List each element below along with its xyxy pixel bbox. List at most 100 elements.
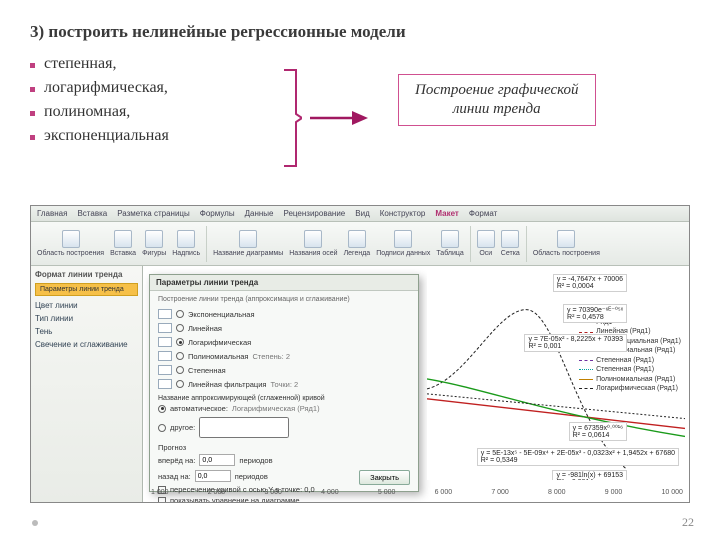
toolbar-button[interactable]: Таблица — [436, 230, 463, 257]
radio-label: Линейная фильтрация — [188, 380, 266, 389]
toolbar-button[interactable]: Надпись — [172, 230, 200, 257]
forward-input[interactable] — [199, 454, 235, 466]
trend-mini-icon — [158, 337, 172, 347]
close-button[interactable]: Закрыть — [359, 470, 410, 485]
xtick-label: 1 000 — [151, 489, 169, 496]
sidepanel-item[interactable]: Цвет линии — [35, 299, 138, 312]
ribbon-tab[interactable]: Конструктор — [380, 209, 426, 218]
approx-name-label: Название аппроксимирующей (сглаженной) к… — [158, 395, 410, 402]
sidepanel-item[interactable]: Тень — [35, 325, 138, 338]
ribbon-tab[interactable]: Формулы — [200, 209, 235, 218]
bullet-item: экспоненциальная — [30, 124, 260, 148]
sidepanel-title: Формат линии тренда — [35, 270, 138, 279]
legend-swatch — [579, 369, 593, 370]
radio-auto[interactable] — [158, 405, 166, 413]
format-trendline-panel: Формат линии тренда Параметры линии трен… — [31, 266, 143, 502]
toolbar-button[interactable]: Легенда — [344, 230, 371, 257]
trend-type-radio[interactable]: Экспоненциальная — [158, 307, 410, 321]
toolbar-button[interactable]: Оси — [477, 230, 495, 257]
legend-swatch — [579, 360, 593, 361]
toolbar-button[interactable]: Область построения — [37, 230, 104, 257]
forecast-label: Прогноз — [158, 443, 410, 452]
ribbon-tab[interactable]: Главная — [37, 209, 67, 218]
toolbar-button[interactable]: Подписи данных — [376, 230, 430, 257]
radio-extra: Точки: 2 — [270, 380, 298, 389]
back-input[interactable] — [195, 470, 231, 482]
radio-icon[interactable] — [176, 338, 184, 346]
other-input[interactable] — [199, 417, 289, 438]
dialog-subtitle: Построение линии тренда (аппроксимация и… — [158, 296, 410, 303]
xtick-label: 10 000 — [661, 489, 682, 496]
trend-type-radio[interactable]: Полиномиальная Степень: 2 — [158, 349, 410, 363]
radio-icon[interactable] — [176, 366, 184, 374]
bracket-icon — [280, 68, 302, 168]
decorative-dot — [32, 520, 38, 526]
toolbar-sep — [526, 226, 527, 262]
trend-mini-icon — [158, 365, 172, 375]
toolbar-icon — [441, 230, 459, 248]
radio-icon[interactable] — [176, 352, 184, 360]
xtick-label: 2 000 — [208, 489, 226, 496]
sidepanel-active-tab[interactable]: Параметры линии тренда — [35, 283, 138, 296]
trendline-params-dialog: Параметры линии тренда Построение линии … — [149, 274, 419, 492]
radio-extra: Степень: 2 — [252, 352, 290, 361]
toolbar-label: Таблица — [436, 250, 463, 257]
toolbar-icon — [239, 230, 257, 248]
back-label: назад на: — [158, 472, 191, 481]
xtick-label: 8 000 — [548, 489, 566, 496]
equation-label: y = 5E-13x⁵ - 5E-09x⁴ + 2E-05x³ - 0,0323… — [477, 448, 679, 466]
xtick-label: 5 000 — [378, 489, 396, 496]
toolbar-icon — [145, 230, 163, 248]
ribbon-tab[interactable]: Разметка страницы — [117, 209, 190, 218]
trend-type-radio[interactable]: Линейная — [158, 321, 410, 335]
toolbar-label: Название диаграммы — [213, 250, 283, 257]
ribbon-tab[interactable]: Формат — [469, 209, 497, 218]
chart-legend: Ряд1Линейная (Ряд1)Экспоненциальная (Ряд… — [579, 318, 681, 394]
xtick-label: 3 000 — [264, 489, 282, 496]
equation-label: y = 7E-05x² - 8,2225x + 70393R² = 0,001 — [524, 334, 627, 352]
radio-label: Логарифмическая — [188, 338, 251, 347]
toolbar-icon — [177, 230, 195, 248]
sidepanel-item[interactable]: Свечение и сглаживание — [35, 338, 138, 351]
trend-mini-icon — [158, 323, 172, 333]
legend-item: Степенная (Ряд1) — [579, 356, 681, 365]
toolbar-button[interactable]: Вставка — [110, 230, 136, 257]
ribbon-tab[interactable]: Вставка — [77, 209, 107, 218]
toolbar-button[interactable]: Названия осей — [289, 230, 337, 257]
radio-other[interactable] — [158, 424, 166, 432]
bullet-item: логарифмическая, — [30, 76, 260, 100]
toolbar-button[interactable]: Название диаграммы — [213, 230, 283, 257]
ribbon-tab[interactable]: Данные — [245, 209, 274, 218]
toolbar-button[interactable]: Область построения — [533, 230, 600, 257]
legend-item: Полиномиальная (Ряд1) — [579, 375, 681, 384]
periods-label: периодов — [239, 456, 272, 465]
radio-icon[interactable] — [176, 380, 184, 388]
bullet-item: полиномная, — [30, 100, 260, 124]
toolbar-icon — [477, 230, 495, 248]
trend-type-radio[interactable]: Степенная — [158, 363, 410, 377]
radio-icon[interactable] — [176, 324, 184, 332]
callout-line1: Построение графической — [415, 82, 579, 98]
sidepanel-item[interactable]: Тип линии — [35, 312, 138, 325]
excel-screenshot: Главная Вставка Разметка страницы Формулы Да… — [30, 205, 690, 503]
trend-type-radio[interactable]: Логарифмическая — [158, 335, 410, 349]
legend-swatch — [579, 379, 593, 380]
trend-type-radio[interactable]: Линейная фильтрация Точки: 2 — [158, 377, 410, 391]
ribbon-tab[interactable]: Вид — [355, 209, 369, 218]
toolbar-icon — [394, 230, 412, 248]
arrow-icon — [308, 108, 368, 128]
equation-label: y = 70390e⁻⁶ᴱ⁻⁰⁵ˣR² = 0,4578 — [563, 304, 627, 323]
bullet-list: степенная, логарифмическая, полиномная, … — [30, 52, 260, 148]
check-show-eq[interactable] — [158, 497, 166, 504]
xtick-label: 6 000 — [435, 489, 453, 496]
ribbon-tab[interactable]: Рецензирование — [283, 209, 345, 218]
toolbar-button[interactable]: Сетка — [501, 230, 520, 257]
ribbon-tab[interactable]: Макет — [435, 209, 458, 218]
auto-label: автоматическое: — [170, 404, 228, 413]
bracket-arrow-group — [280, 68, 378, 168]
toolbar-icon — [114, 230, 132, 248]
radio-icon[interactable] — [176, 310, 184, 318]
legend-label: Степенная (Ряд1) — [596, 365, 654, 374]
xtick-label: 7 000 — [491, 489, 509, 496]
toolbar-button[interactable]: Фигуры — [142, 230, 166, 257]
